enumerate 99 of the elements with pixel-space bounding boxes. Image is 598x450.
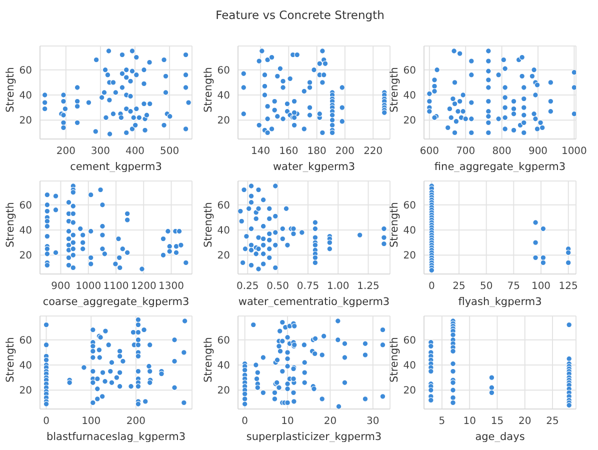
x-tick-label: 600: [420, 146, 439, 158]
point: [450, 360, 456, 367]
x-tick-label: 1000: [76, 281, 102, 292]
x-tick-label: 1100: [103, 281, 129, 292]
y-tick-label: 20: [217, 250, 230, 262]
x-tick-label: 25: [546, 416, 559, 428]
y-tick-label: 40: [217, 226, 230, 237]
point: [565, 250, 572, 256]
y-tick-label: 60: [217, 200, 230, 212]
y-tick-label: 20: [403, 250, 416, 262]
chart-title: Feature vs Concrete Strength: [214, 8, 386, 22]
x-tick-label: 1200: [130, 281, 156, 292]
x-tick-label: 100: [82, 416, 101, 428]
x-tick-label: 160: [279, 146, 298, 158]
x-tick-label: 1000: [561, 146, 587, 158]
point: [428, 387, 434, 394]
y-tick-label: 40: [403, 360, 416, 372]
x-tick-label: 15: [490, 416, 504, 428]
x-tick-label: 200: [335, 146, 355, 158]
y-tick-label: 40: [19, 90, 32, 102]
x-tick-label: 400: [125, 146, 145, 158]
point: [488, 390, 495, 396]
y-tick-label: 40: [217, 90, 230, 102]
point: [450, 332, 456, 338]
y-tick-label: 60: [19, 65, 32, 76]
x-tick-label: 30: [366, 416, 380, 428]
point: [540, 260, 546, 266]
x-tick-label: 10: [463, 416, 476, 428]
point: [450, 368, 456, 374]
x-tick-label: 0.50: [266, 281, 289, 292]
y-tick-label: 20: [217, 386, 230, 397]
y-tick-label: 40: [403, 90, 416, 102]
x-tick-label: 300: [90, 146, 110, 158]
y-tick-label: 60: [19, 335, 32, 346]
x-tick-label: 200: [56, 146, 76, 158]
x-tick-label: 1300: [158, 281, 184, 292]
y-axis-title: Strength: [388, 202, 401, 248]
y-tick-label: 20: [19, 250, 32, 262]
y-tick-label: 20: [403, 116, 416, 127]
point: [428, 397, 434, 404]
x-tick-label: 800: [492, 146, 512, 158]
x-tick-label: 125: [558, 281, 578, 292]
point: [532, 220, 538, 226]
point: [450, 380, 456, 386]
x-tick-label: 1.00: [326, 281, 350, 292]
point: [488, 374, 495, 381]
x-tick-label: 220: [364, 146, 383, 158]
y-tick-label: 40: [217, 360, 230, 372]
y-tick-label: 60: [403, 335, 416, 346]
x-tick-label: 0: [43, 416, 50, 428]
x-tick-label: 25: [452, 281, 466, 292]
x-tick-label: 20: [518, 416, 532, 428]
x-tick-label: 900: [51, 281, 70, 292]
point: [450, 400, 456, 406]
x-tick-label: 140: [250, 146, 270, 158]
x-tick-label: 0: [428, 281, 435, 292]
x-tick-label: 500: [160, 146, 180, 158]
y-axis-title: Strength: [202, 67, 215, 112]
y-axis-title: Strength: [388, 337, 401, 382]
y-tick-label: 60: [217, 65, 230, 76]
x-tick-label: 900: [528, 146, 548, 158]
y-axis-title: Strength: [202, 202, 215, 248]
y-tick-label: 40: [403, 226, 416, 237]
x-tick-label: 0.75: [296, 281, 320, 292]
x-tick-label: 1.25: [357, 281, 380, 292]
y-axis-title: Strength: [202, 337, 215, 382]
y-tick-label: 60: [403, 65, 416, 76]
point: [565, 260, 572, 266]
x-tick-label: 20: [324, 416, 337, 428]
y-tick-label: 60: [403, 200, 416, 212]
x-tick-label: 700: [456, 146, 476, 158]
y-axis-title: Strength: [4, 202, 17, 248]
y-tick-label: 60: [19, 200, 32, 212]
point: [566, 322, 572, 328]
y-axis-title: Strength: [388, 67, 401, 112]
x-tick-label: 50: [480, 281, 493, 292]
point: [532, 240, 538, 246]
y-tick-label: 40: [19, 226, 32, 237]
y-tick-label: 20: [19, 116, 32, 127]
y-axis-title: Strength: [4, 337, 17, 382]
x-tick-label: 75: [507, 281, 520, 292]
x-tick-label: 100: [531, 281, 551, 292]
x-tick-label: 0: [242, 416, 248, 428]
y-tick-label: 20: [19, 386, 32, 397]
y-tick-label: 20: [403, 386, 416, 397]
x-tick-label: 180: [307, 146, 326, 158]
point: [540, 226, 546, 232]
point: [428, 343, 434, 350]
x-tick-label: 200: [126, 416, 146, 428]
x-tick-label: 5: [438, 416, 446, 428]
x-tick-label: 10: [281, 416, 294, 428]
point: [428, 368, 434, 374]
y-tick-label: 60: [217, 335, 230, 346]
x-tick-label: 0.25: [236, 281, 259, 292]
y-tick-label: 20: [217, 116, 230, 127]
point: [428, 267, 435, 274]
point: [566, 402, 572, 408]
y-axis-title: Strength: [4, 67, 17, 112]
y-tick-label: 40: [19, 360, 32, 372]
